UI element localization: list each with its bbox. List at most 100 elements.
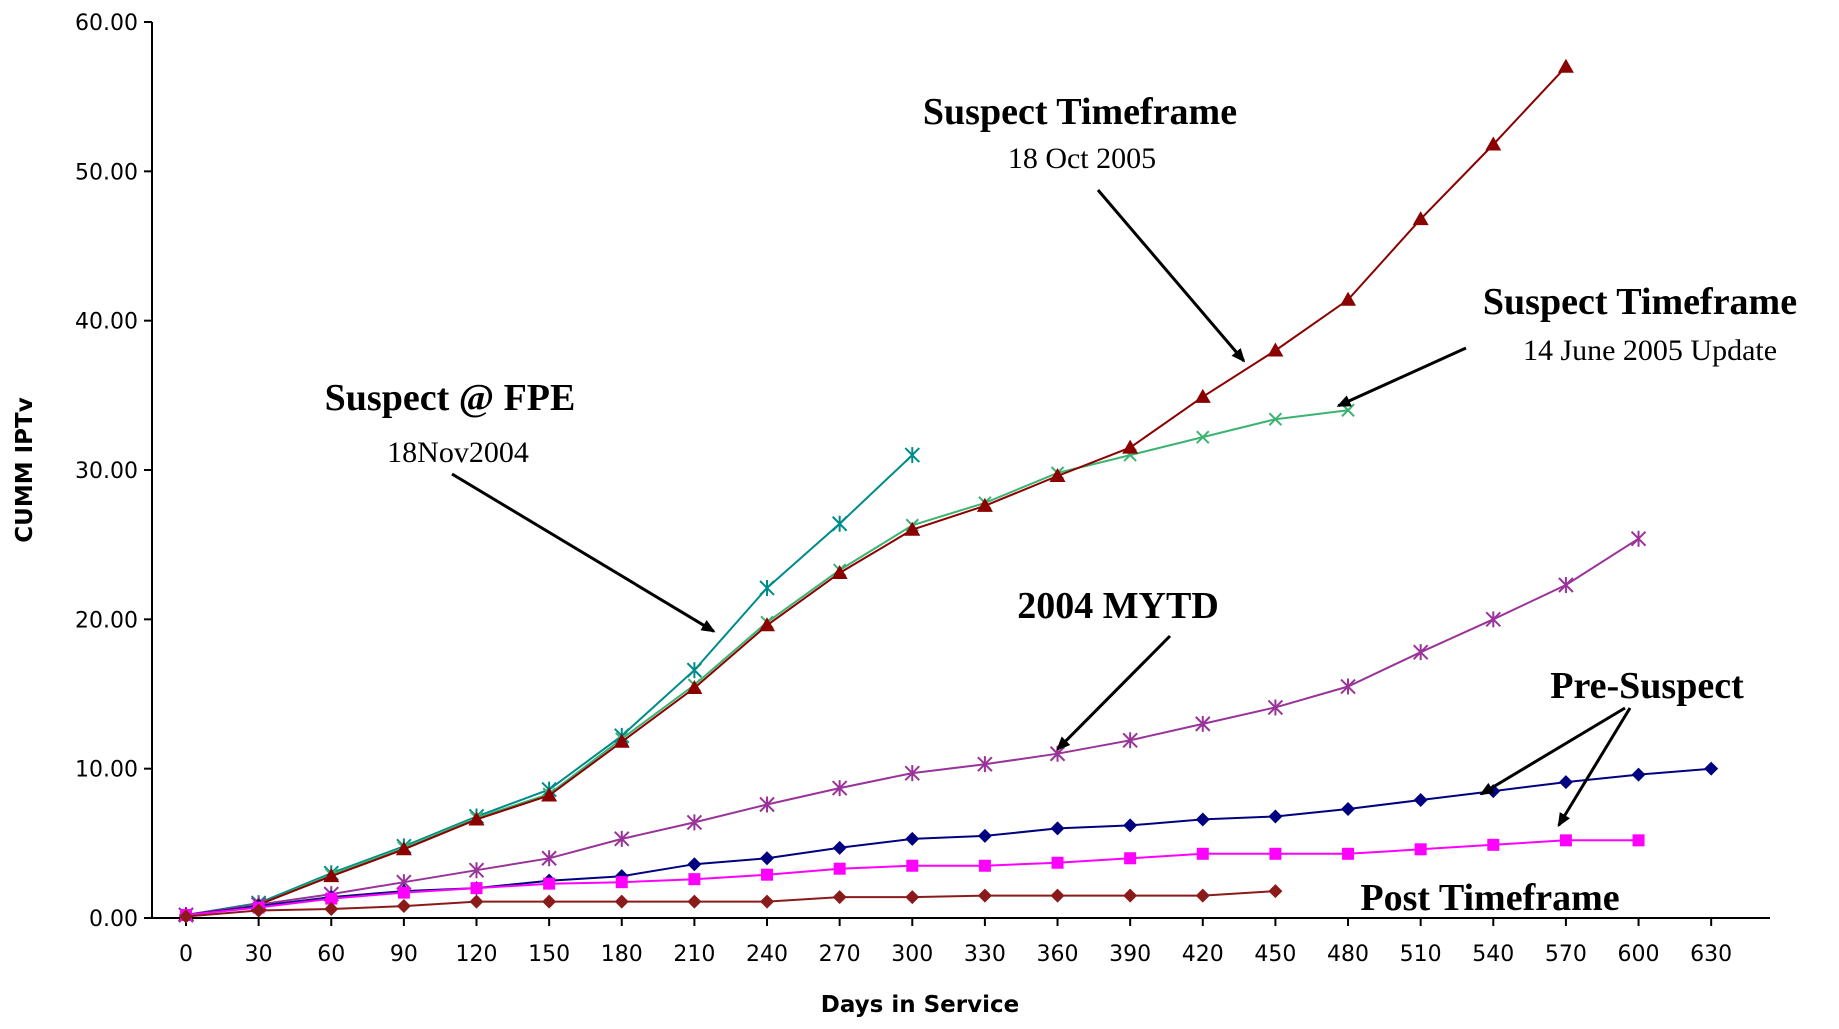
data-point (905, 831, 920, 846)
annotation-suspect-timeframe-june-arrow (1336, 346, 1467, 408)
annotations: Suspect @ FPE 18Nov2004 Suspect Timefram… (325, 91, 1797, 919)
series-line (185, 454, 913, 916)
data-point (831, 515, 848, 532)
x-tick-label: 270 (819, 942, 861, 967)
annotation-suspect-fpe-title: Suspect @ FPE (325, 377, 576, 419)
annotation-suspect-timeframe-oct-title: Suspect Timeframe (923, 91, 1237, 133)
x-tick-label: 210 (673, 942, 715, 967)
annotation-suspect-timeframe-oct-subtitle: 18 Oct 2005 (1008, 142, 1156, 175)
axes (151, 22, 1770, 919)
data-point (1485, 136, 1502, 151)
data-point (977, 828, 992, 843)
data-point (397, 886, 410, 899)
data-point (323, 868, 340, 883)
data-point (1049, 467, 1066, 482)
data-point (1123, 888, 1138, 903)
annotation-post-timeframe-title: Post Timeframe (1360, 877, 1619, 919)
annotation-suspect-timeframe-june-subtitle: 14 June 2005 Update (1523, 334, 1777, 367)
data-point (761, 868, 774, 881)
x-tick-label: 180 (601, 942, 643, 967)
annotation-pre-suspect-arrow-2 (1557, 707, 1632, 828)
data-point (324, 902, 339, 917)
data-point (1267, 342, 1284, 357)
x-tick-label: 0 (179, 942, 193, 967)
series-line (185, 537, 1640, 916)
data-point (1267, 699, 1284, 716)
data-point (905, 890, 920, 905)
x-tick-label: 30 (245, 942, 273, 967)
annotation-suspect-fpe: Suspect @ FPE 18Nov2004 (325, 377, 716, 633)
data-point (1195, 715, 1211, 732)
x-tick-label: 90 (390, 942, 418, 967)
y-tick-label: 20.00 (75, 608, 138, 633)
x-tick-label: 630 (1690, 942, 1732, 967)
data-point (759, 579, 775, 596)
data-point (760, 851, 775, 866)
data-point (1557, 58, 1574, 73)
data-point (686, 662, 703, 679)
data-point (1413, 793, 1428, 808)
data-point (542, 894, 557, 909)
data-point (251, 903, 266, 918)
y-ticks: 0.00 10.00 20.00 30.00 40.00 50.00 60.00 (75, 11, 152, 932)
data-point (686, 680, 703, 695)
annotation-suspect-fpe-subtitle: 18Nov2004 (387, 436, 529, 469)
data-point (325, 892, 338, 905)
data-point (1050, 888, 1065, 903)
data-point (1412, 644, 1429, 661)
data-point (1051, 856, 1064, 869)
annotation-pre-suspect-title: Pre-Suspect (1550, 665, 1744, 707)
data-point (1124, 852, 1137, 865)
data-point (1340, 678, 1356, 695)
data-point (468, 811, 485, 826)
data-point (831, 780, 848, 797)
y-tick-label: 50.00 (75, 160, 138, 185)
data-point (1268, 884, 1283, 899)
data-point (614, 894, 629, 909)
series-7 (179, 884, 1283, 924)
x-tick-label: 510 (1400, 942, 1442, 967)
x-tick-label: 450 (1254, 942, 1296, 967)
x-tick-label: 390 (1109, 942, 1151, 967)
x-tick-label: 300 (891, 942, 933, 967)
x-axis-title: Days in Service (821, 992, 1019, 1018)
x-tick-label: 150 (528, 942, 570, 967)
y-tick-label: 0.00 (89, 907, 138, 932)
annotation-pre-suspect: Pre-Suspect (1479, 665, 1744, 828)
data-point (468, 862, 485, 879)
data-point (977, 888, 992, 903)
data-point (1122, 439, 1139, 454)
data-point (1195, 812, 1210, 827)
data-point (687, 894, 702, 909)
x-tick-label: 60 (317, 942, 345, 967)
x-tick-label: 330 (964, 942, 1006, 967)
data-point (615, 876, 628, 889)
data-point (1268, 412, 1283, 426)
series-layer (178, 58, 1719, 924)
annotation-pre-suspect-arrow-1 (1479, 706, 1626, 796)
x-tick-label: 240 (746, 942, 788, 967)
data-point (1194, 388, 1211, 403)
data-point (1412, 211, 1429, 226)
data-point (1559, 834, 1572, 847)
data-point (904, 447, 920, 464)
data-point (904, 765, 920, 782)
data-point (832, 890, 847, 905)
data-point (760, 894, 775, 909)
data-point (687, 857, 702, 872)
data-point (1487, 838, 1500, 851)
data-point (906, 859, 919, 872)
data-point (831, 565, 848, 580)
data-point (1558, 576, 1574, 593)
series-line (185, 409, 1349, 916)
data-point (977, 756, 993, 773)
x-ticks: 0 30 60 90 120 150 180 210 240 270 300 330 360 390 420… (179, 918, 1732, 967)
data-point (1196, 847, 1209, 860)
data-point (1122, 732, 1138, 749)
data-point (613, 733, 630, 748)
data-point (1268, 809, 1283, 824)
data-point (1414, 843, 1427, 856)
annotation-suspect-timeframe-oct: Suspect Timeframe 18 Oct 2005 (923, 91, 1246, 363)
x-tick-label: 480 (1327, 942, 1369, 967)
